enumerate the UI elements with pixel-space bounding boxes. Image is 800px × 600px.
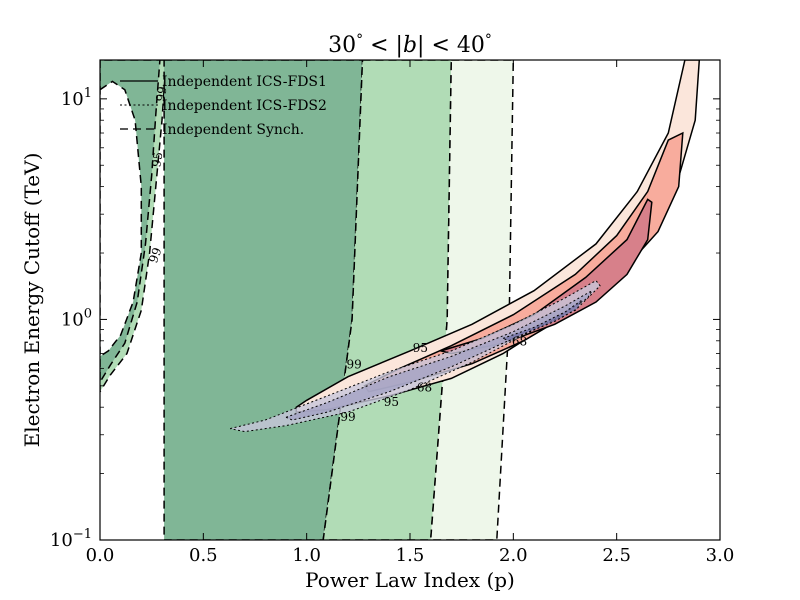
title-part-high: | < 40 bbox=[417, 33, 485, 58]
contour-label-2: 99 bbox=[153, 85, 169, 102]
legend: Independent ICS-FDS1 Independent ICS-FDS2… bbox=[120, 74, 327, 138]
contour-dashed-68-2 bbox=[100, 80, 143, 358]
axis-ticks: 0.0 0.5 1.0 1.5 2.0 2.5 3.0 10−1 100 101 bbox=[50, 60, 734, 566]
contour-label-8: 99 bbox=[340, 410, 355, 424]
y-tick-label-1: 100 bbox=[61, 306, 92, 330]
contour-label-0: 99 bbox=[146, 246, 164, 265]
x-tick-label-0: 0.0 bbox=[86, 545, 115, 566]
y-axis-label: Electron Energy Cutoff (TeV) bbox=[20, 153, 44, 448]
x-tick-label-4: 2.0 bbox=[499, 545, 528, 566]
contour-label-6: 68 bbox=[417, 380, 432, 394]
contour-regions bbox=[100, 60, 701, 540]
legend-label-1: Independent ICS-FDS2 bbox=[162, 98, 327, 114]
y-tick-label-0: 10−1 bbox=[50, 527, 92, 551]
contour-dotted-95-10 bbox=[284, 289, 594, 421]
chart-title: 30° < |b| < 40° bbox=[328, 32, 492, 58]
contour-label-4: 99 bbox=[347, 358, 362, 372]
contour-label-5: 68 bbox=[512, 335, 527, 349]
x-tick-label-3: 1.5 bbox=[396, 545, 425, 566]
contour-label-1: 95 bbox=[149, 151, 165, 168]
contour-dashed-95-4 bbox=[322, 60, 453, 540]
contour-dashed-99-5 bbox=[429, 60, 515, 540]
title-degree-symbol: ° bbox=[356, 32, 363, 48]
x-tick-label-1: 0.5 bbox=[189, 545, 218, 566]
contour-label-3: 95 bbox=[413, 341, 428, 355]
legend-label-2: Independent Synch. bbox=[162, 122, 304, 138]
contour-dotted-99-9 bbox=[230, 279, 601, 433]
y-tick-label-2: 101 bbox=[61, 86, 92, 110]
contour-label-7: 95 bbox=[384, 395, 399, 409]
contour-dotted-68-11 bbox=[501, 299, 582, 342]
x-tick-label-2: 1.0 bbox=[292, 545, 321, 566]
title-part-low: 30 bbox=[328, 33, 356, 58]
contour-labels: 99 95 99 95 99 68 68 95 99 bbox=[146, 85, 527, 423]
title-part-mid: < | bbox=[363, 33, 403, 58]
x-axis-label: Power Law Index (p) bbox=[305, 568, 515, 592]
title-variable-b: b bbox=[403, 33, 417, 58]
title-degree-symbol-2: ° bbox=[485, 32, 492, 48]
x-tick-label-5: 2.5 bbox=[602, 545, 631, 566]
legend-label-0: Independent ICS-FDS1 bbox=[162, 74, 327, 90]
x-tick-label-6: 3.0 bbox=[706, 545, 735, 566]
